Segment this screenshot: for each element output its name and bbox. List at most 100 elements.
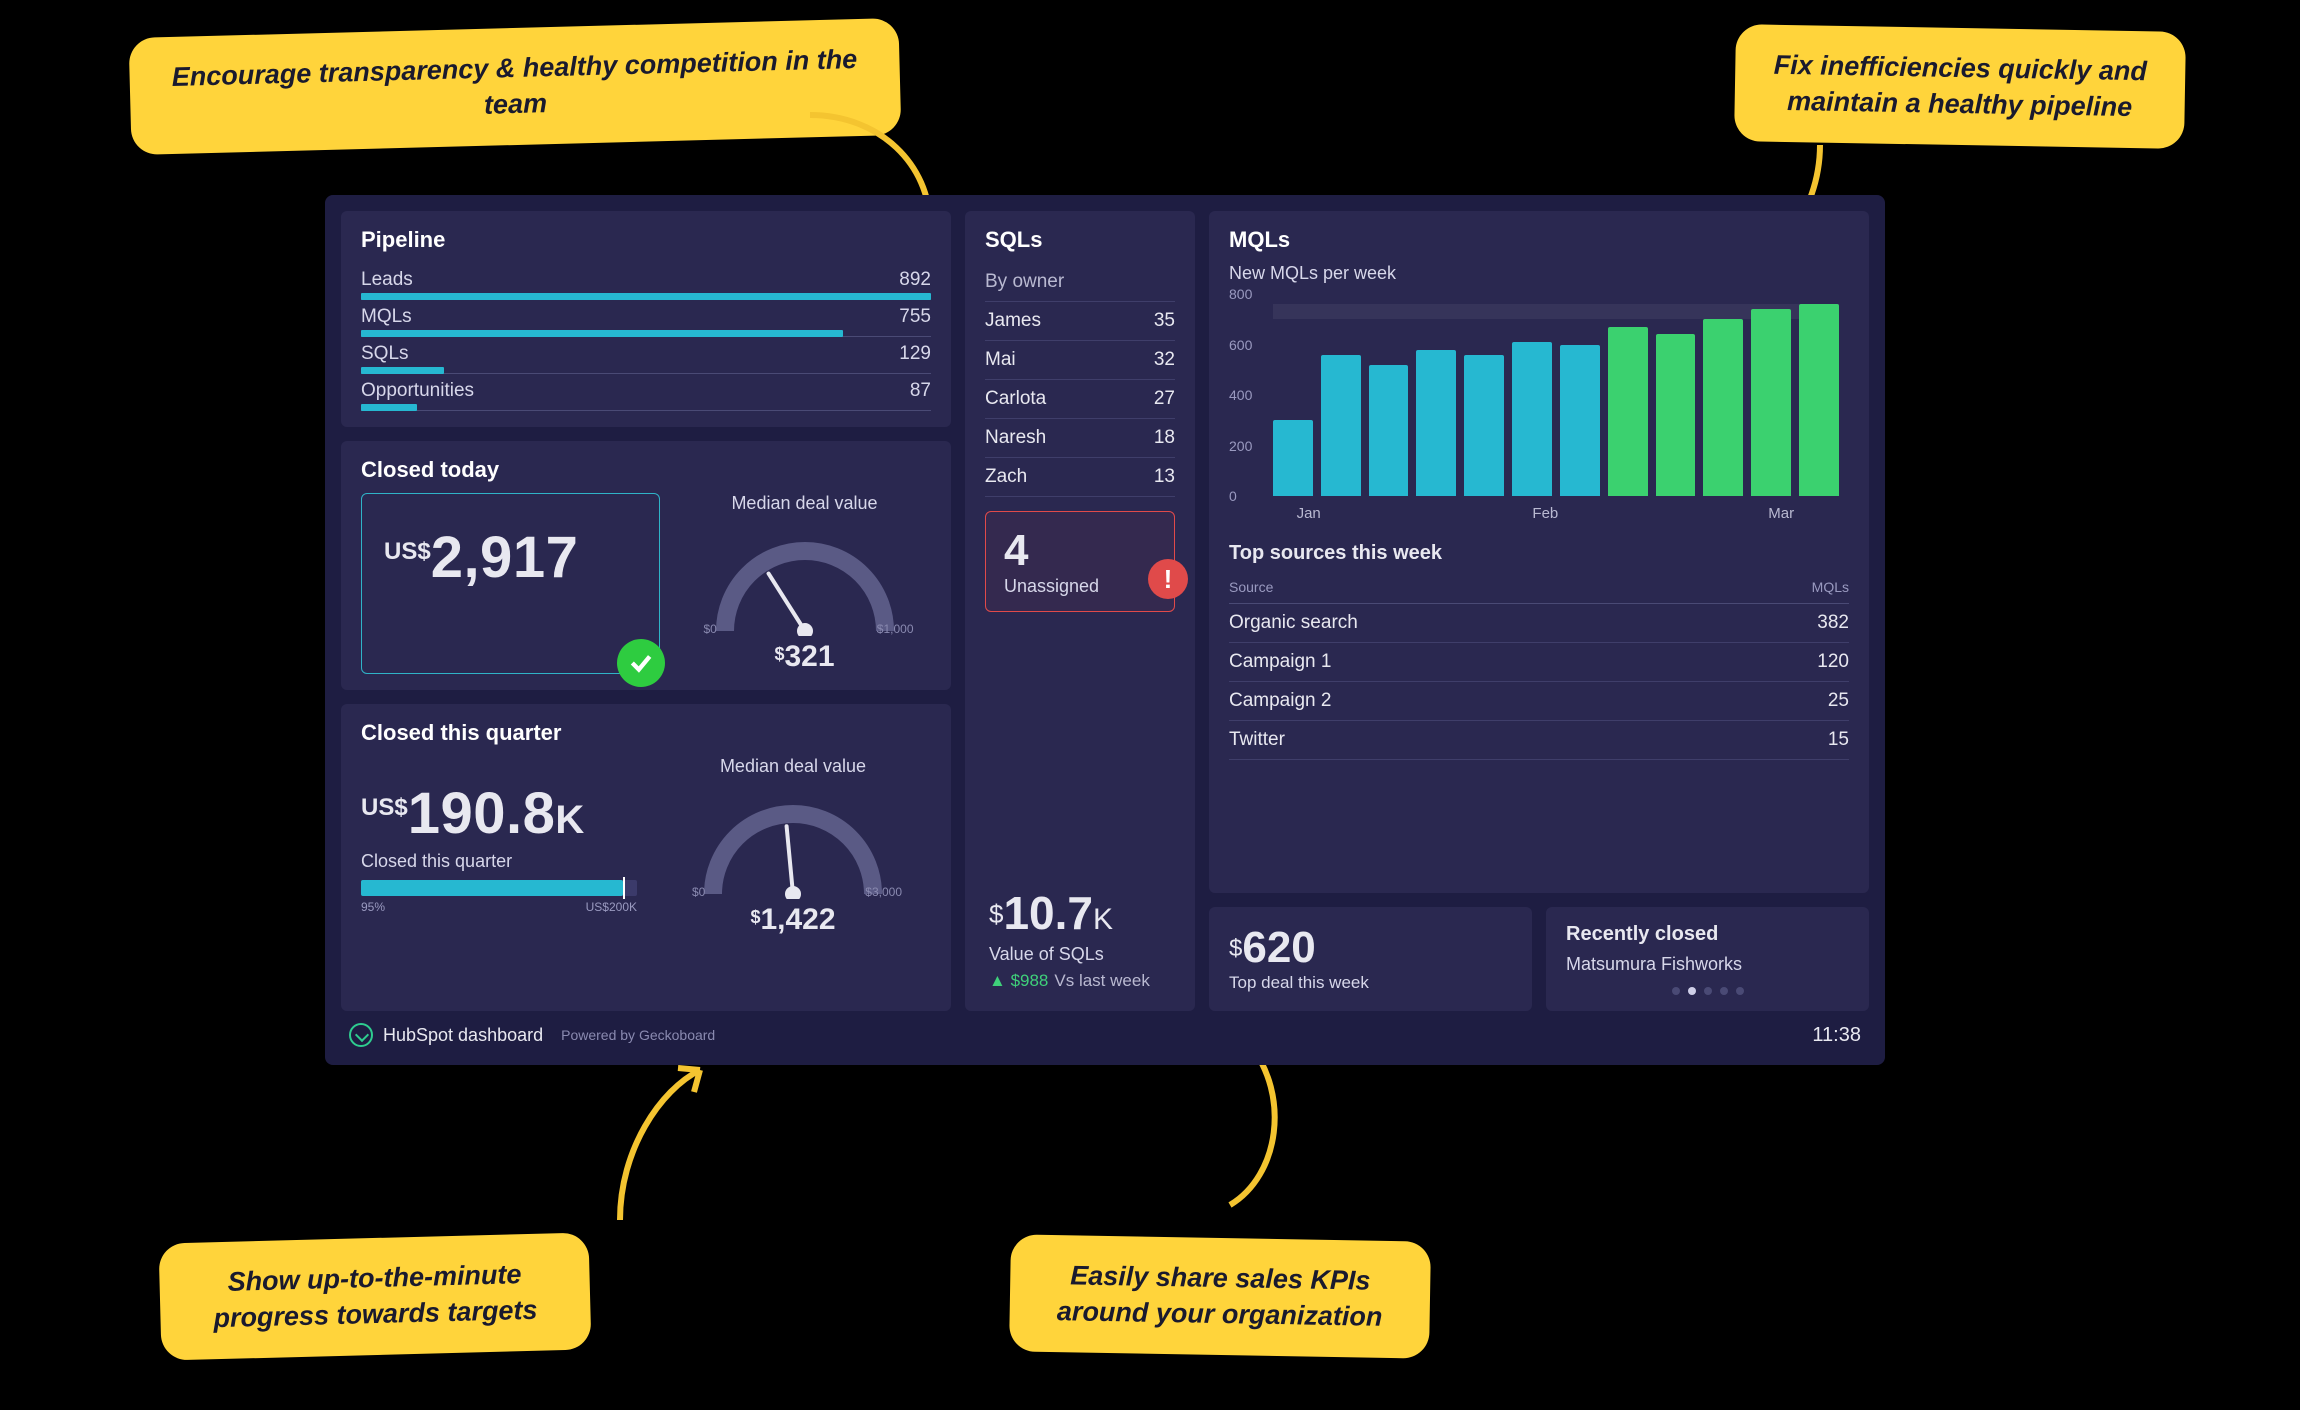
source-name: Organic search: [1229, 612, 1358, 634]
bottom-cards-row: $620 Top deal this week Recently closed …: [1209, 907, 1869, 1011]
owner-value: 27: [1154, 388, 1175, 410]
owner-value: 32: [1154, 349, 1175, 371]
sqls-owner-row: James 35: [985, 302, 1175, 341]
owner-value: 18: [1154, 427, 1175, 449]
recently-closed-card: Recently closed Matsumura Fishworks: [1546, 907, 1869, 1011]
sqls-value-card: $10.7K Value of SQLs ▲ $988Vs last week: [985, 872, 1175, 995]
source-row: Campaign 2 25: [1229, 682, 1849, 721]
sources-col-mqls: MQLs: [1812, 579, 1849, 595]
column-left: Pipeline Leads 892 MQLs 755 SQLs 129 Opport…: [341, 211, 951, 1011]
pagination-dot[interactable]: [1688, 987, 1696, 995]
source-row: Organic search 382: [1229, 604, 1849, 643]
closed-today-panel: Closed today US$2,917 Median deal value …: [341, 441, 951, 690]
closed-quarter-gauge: Median deal value $0 $3,000 $1,422: [655, 756, 931, 937]
pagination-dot[interactable]: [1672, 987, 1680, 995]
top-deal-card: $620 Top deal this week: [1209, 907, 1532, 1011]
chart-bar: [1751, 309, 1791, 496]
arrow-c3: [600, 1060, 720, 1235]
owner-name: James: [985, 310, 1041, 332]
owner-name: Mai: [985, 349, 1016, 371]
source-name: Campaign 1: [1229, 651, 1331, 673]
closed-quarter-suffix: K: [555, 798, 584, 842]
pipeline-row: SQLs 129: [361, 343, 931, 374]
pipeline-row: MQLs 755: [361, 306, 931, 337]
sqls-owner-row: Carlota 27: [985, 380, 1175, 419]
chart-ylabel: 800: [1229, 286, 1252, 302]
mqls-bar-chart: 0200400600800JanFebMar: [1229, 294, 1849, 524]
closed-today-metric: US$2,917: [361, 493, 660, 674]
callout-transparency: Encourage transparency & healthy competi…: [129, 18, 902, 155]
pipeline-row-label: Opportunities: [361, 380, 474, 402]
chart-bar: [1321, 355, 1361, 496]
gauge2-min-label: $0: [692, 885, 705, 899]
source-value: 120: [1817, 651, 1849, 673]
closed-today-value: 2,917: [431, 525, 579, 590]
source-value: 25: [1828, 690, 1849, 712]
source-row: Twitter15: [1229, 721, 1849, 760]
source-name: Twitter: [1229, 729, 1285, 751]
pipeline-row-value: 892: [899, 269, 931, 291]
top-deal-label: Top deal this week: [1229, 973, 1512, 993]
chart-xlabel: Jan: [1297, 505, 1321, 522]
pagination-dots[interactable]: [1566, 987, 1849, 995]
source-value: 382: [1817, 612, 1849, 634]
warning-icon: !: [1148, 559, 1188, 599]
closed-quarter-prefix: US$: [361, 794, 408, 821]
gauge-min-label: $0: [704, 622, 717, 636]
source-name: Campaign 2: [1229, 690, 1331, 712]
chart-bar: [1703, 319, 1743, 496]
sqls-unassigned: 4 Unassigned !: [985, 511, 1175, 612]
sqls-by-owner-header: By owner: [985, 263, 1175, 302]
pagination-dot[interactable]: [1736, 987, 1744, 995]
gauge-max-label: $1,000: [877, 622, 914, 636]
pipeline-row-label: Leads: [361, 269, 413, 291]
owner-value: 35: [1154, 310, 1175, 332]
sources-col-source: Source: [1229, 579, 1273, 595]
closed-quarter-panel: Closed this quarter US$190.8K Closed thi…: [341, 704, 951, 1011]
pagination-dot[interactable]: [1720, 987, 1728, 995]
chart-bar: [1656, 334, 1696, 496]
recently-closed-item: Matsumura Fishworks: [1566, 954, 1849, 975]
sqls-delta: ▲ $988Vs last week: [989, 971, 1171, 991]
pipeline-row-value: 129: [899, 343, 931, 365]
chart-bar: [1464, 355, 1504, 496]
chart-ylabel: 600: [1229, 337, 1252, 353]
sqls-panel: SQLs By owner James 35 Mai 32 Carlota 27 Nares…: [965, 211, 1195, 1011]
chart-xlabel: Feb: [1532, 505, 1558, 522]
recently-closed-title: Recently closed: [1566, 923, 1849, 946]
chart-ylabel: 200: [1229, 438, 1252, 454]
progress-right-label: US$200K: [586, 900, 637, 914]
top-deal-value: 620: [1242, 923, 1315, 972]
closed-quarter-title: Closed this quarter: [361, 720, 931, 746]
pipeline-row-value: 755: [899, 306, 931, 328]
footer-time: 11:38: [1812, 1024, 1861, 1047]
owner-name: Zach: [985, 466, 1027, 488]
sqls-title: SQLs: [985, 227, 1175, 253]
chart-bar: [1608, 327, 1648, 496]
pipeline-row: Opportunities87: [361, 380, 931, 411]
chart-ylabel: 0: [1229, 488, 1237, 504]
sqls-owner-row: Naresh18: [985, 419, 1175, 458]
chart-ylabel: 400: [1229, 387, 1252, 403]
closed-quarter-progress: 95% US$200K: [361, 880, 637, 896]
owner-name: Carlota: [985, 388, 1046, 410]
chart-xlabel: Mar: [1768, 505, 1794, 522]
sqls-owner-row: Zach13: [985, 458, 1175, 497]
pipeline-row-label: SQLs: [361, 343, 409, 365]
closed-quarter-sublabel: Closed this quarter: [361, 851, 637, 872]
closed-today-title: Closed today: [361, 457, 931, 483]
pipeline-row: Leads 892: [361, 269, 931, 300]
closed-quarter-value: 190.8: [408, 781, 556, 846]
check-icon: [617, 639, 665, 687]
mqls-chart-title: New MQLs per week: [1229, 263, 1849, 284]
sqls-value-suffix: K: [1093, 903, 1113, 936]
unassigned-label: Unassigned: [1004, 576, 1156, 597]
pipeline-row-label: MQLs: [361, 306, 412, 328]
chart-bar: [1560, 345, 1600, 497]
sqls-value-number: 10.7: [1003, 887, 1093, 939]
pipeline-title: Pipeline: [361, 227, 931, 253]
closed-today-gauge-value: $321: [774, 640, 834, 674]
pagination-dot[interactable]: [1704, 987, 1712, 995]
mqls-title: MQLs: [1229, 227, 1849, 253]
closed-quarter-gauge-title: Median deal value: [720, 756, 866, 777]
